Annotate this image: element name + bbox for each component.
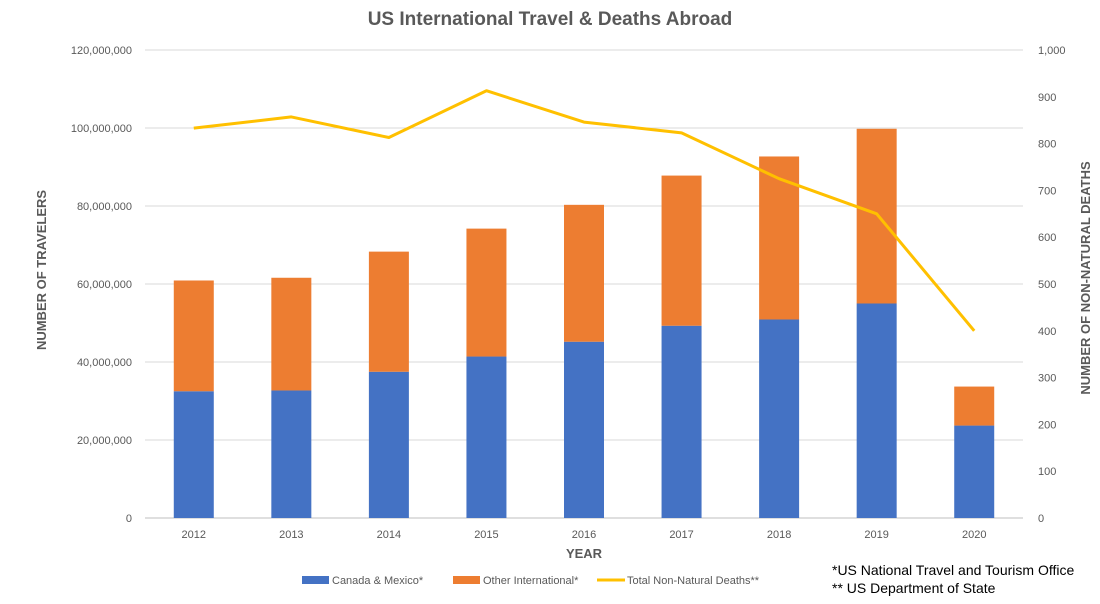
bar-other-international bbox=[271, 277, 312, 391]
bar-canada-mexico bbox=[856, 303, 897, 518]
bar-canada-mexico bbox=[661, 325, 702, 518]
bar-other-international bbox=[368, 251, 409, 372]
y2-tick-label: 200 bbox=[1038, 419, 1056, 431]
legend-label: Total Non-Natural Deaths** bbox=[627, 575, 760, 587]
y2-axis-title: NUMBER OF NON-NATURAL DEATHS bbox=[1078, 161, 1093, 395]
y2-tick-label: 100 bbox=[1038, 466, 1056, 478]
source-note-1: *US National Travel and Tourism Office bbox=[832, 562, 1075, 578]
bar-other-international bbox=[173, 280, 214, 392]
y-axis-title: NUMBER OF TRAVELERS bbox=[34, 190, 49, 350]
y2-tick-label: 500 bbox=[1038, 279, 1056, 291]
y-tick-label: 100,000,000 bbox=[71, 123, 132, 135]
bar-canada-mexico bbox=[466, 356, 507, 518]
bar-other-international bbox=[564, 204, 604, 342]
chart-title: US International Travel & Deaths Abroad bbox=[368, 9, 733, 30]
x-tick-label: 2014 bbox=[377, 529, 401, 541]
bar-canada-mexico bbox=[368, 371, 409, 518]
bar-canada-mexico bbox=[271, 390, 312, 518]
x-tick-label: 2018 bbox=[767, 529, 791, 541]
x-axis-title: YEAR bbox=[566, 546, 603, 561]
legend-label: Canada & Mexico* bbox=[332, 575, 424, 587]
x-axis-ticks: 2012 2013 2014 2015 2016 2017 2018 2019 2020 bbox=[182, 529, 987, 541]
x-tick-label: 2016 bbox=[572, 529, 596, 541]
bar-canada-mexico bbox=[564, 341, 604, 518]
legend-swatch bbox=[453, 576, 480, 584]
y2-tick-label: 800 bbox=[1038, 139, 1056, 151]
y2-tick-label: 300 bbox=[1038, 373, 1056, 385]
legend-label: Other International* bbox=[483, 575, 579, 587]
y-tick-label: 80,000,000 bbox=[77, 201, 132, 213]
y-tick-label: 120,000,000 bbox=[71, 45, 132, 57]
legend: Canada & Mexico* Other International* Tota… bbox=[302, 575, 760, 587]
bar-other-international bbox=[661, 175, 702, 326]
y-tick-label: 20,000,000 bbox=[77, 435, 132, 447]
bar-canada-mexico bbox=[954, 425, 995, 518]
bar-other-international bbox=[759, 156, 800, 320]
x-tick-label: 2013 bbox=[279, 529, 303, 541]
x-tick-label: 2015 bbox=[474, 529, 498, 541]
bar-marks bbox=[173, 128, 995, 518]
y2-tick-label: 0 bbox=[1038, 513, 1044, 525]
bar-other-international bbox=[954, 386, 995, 426]
line-marks bbox=[193, 89, 976, 332]
bar-canada-mexico bbox=[173, 391, 214, 518]
y2-axis-ticks: 0 100 200 300 400 500 600 700 800 900 1,000 bbox=[1038, 45, 1066, 525]
y2-tick-label: 600 bbox=[1038, 232, 1056, 244]
y2-tick-label: 900 bbox=[1038, 92, 1056, 104]
y-tick-label: 60,000,000 bbox=[77, 279, 132, 291]
x-tick-label: 2019 bbox=[864, 529, 888, 541]
x-tick-label: 2012 bbox=[182, 529, 206, 541]
y2-tick-label: 700 bbox=[1038, 185, 1056, 197]
y-tick-label: 0 bbox=[126, 513, 132, 525]
x-tick-label: 2020 bbox=[962, 529, 986, 541]
y-tick-label: 40,000,000 bbox=[77, 357, 132, 369]
y2-tick-label: 1,000 bbox=[1038, 45, 1066, 57]
bar-canada-mexico bbox=[759, 319, 800, 518]
y2-tick-label: 400 bbox=[1038, 326, 1056, 338]
x-tick-label: 2017 bbox=[669, 529, 693, 541]
source-note-2: ** US Department of State bbox=[832, 580, 996, 596]
bar-other-international bbox=[466, 228, 507, 357]
line-total-non-natural-deaths bbox=[193, 89, 976, 332]
y-axis-ticks: 0 20,000,000 40,000,000 60,000,000 80,000,00… bbox=[71, 45, 132, 525]
legend-swatch bbox=[302, 576, 329, 584]
